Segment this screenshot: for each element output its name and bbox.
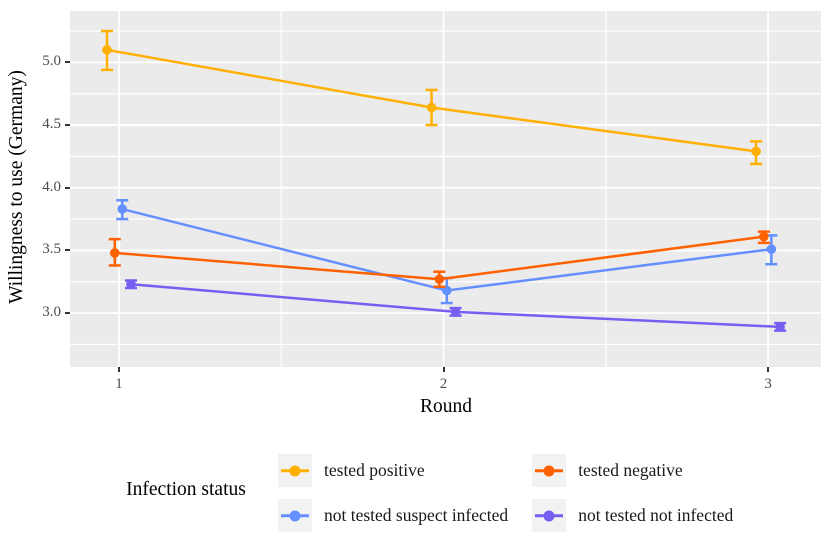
y-tick-label: 3.5 xyxy=(42,241,61,258)
y-tick-label: 5.0 xyxy=(42,53,61,70)
legend-label: tested negative xyxy=(578,460,683,480)
x-tick-mark xyxy=(767,367,770,372)
x-axis-title: Round xyxy=(419,396,473,417)
x-tick-label: 3 xyxy=(764,376,772,392)
x-tick-label: 1 xyxy=(115,376,123,392)
legend-item: tested positive xyxy=(278,454,508,487)
legend: tested positive not tested suspect infect… xyxy=(278,454,733,532)
legend-item: tested negative xyxy=(532,454,733,487)
y-tick-mark xyxy=(65,124,70,127)
x-tick-mark xyxy=(118,367,120,372)
y-tick-mark xyxy=(65,249,70,252)
legend-label: not tested suspect infected xyxy=(324,505,509,525)
y-tick-label: 4.0 xyxy=(42,178,61,195)
legend-key-swatch xyxy=(278,454,312,487)
y-tick-mark xyxy=(65,312,70,315)
legend-item: not tested not infected xyxy=(532,499,733,532)
legend-key-swatch xyxy=(278,499,312,532)
x-tick-mark xyxy=(442,367,445,372)
y-tick-label: 3.0 xyxy=(42,304,61,321)
legend-label: not tested not infected xyxy=(578,505,734,525)
legend-key-marker-icon xyxy=(289,510,301,521)
legend-key-swatch xyxy=(532,454,567,487)
y-tick-label: 4.5 xyxy=(42,116,61,133)
plot-panel xyxy=(70,11,821,367)
legend-key-swatch xyxy=(532,499,567,532)
legend-key-marker-icon xyxy=(543,465,555,476)
plot-canvas xyxy=(70,11,821,367)
x-tick-label: 2 xyxy=(439,376,448,392)
legend-key-marker-icon xyxy=(289,465,301,476)
legend-label: tested positive xyxy=(324,460,425,480)
legend-key-marker-icon xyxy=(543,510,555,521)
legend-item: not tested suspect infected xyxy=(278,499,508,532)
y-tick-mark xyxy=(65,61,70,64)
y-tick-mark xyxy=(65,186,70,189)
legend-title: Infection status xyxy=(126,479,246,500)
